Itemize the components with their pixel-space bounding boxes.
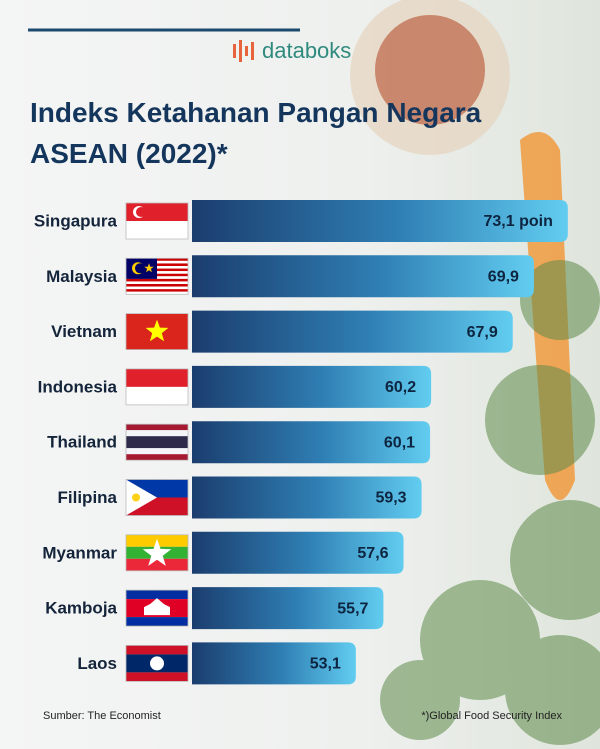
category-label: Thailand — [47, 433, 117, 452]
flag-border — [125, 368, 189, 406]
bar — [192, 421, 431, 464]
bar — [192, 531, 404, 574]
bar — [192, 642, 356, 685]
flag-border — [125, 202, 189, 240]
spice — [375, 15, 485, 125]
flag — [125, 313, 189, 351]
source: Sumber: The Economist — [43, 710, 161, 722]
flag-part — [126, 286, 188, 290]
flag-part — [132, 493, 140, 502]
category-label: Myanmar — [42, 543, 117, 562]
flag-part — [126, 424, 188, 431]
flag — [125, 534, 189, 572]
value-label: 59,3 — [375, 490, 406, 507]
category-label: Indonesia — [38, 377, 118, 396]
flag-border — [125, 479, 189, 516]
value-label: 57,6 — [357, 545, 388, 562]
category-label: Kamboja — [45, 599, 117, 618]
flag-part — [126, 454, 188, 461]
flag-part — [126, 281, 188, 285]
flag-part — [126, 289, 188, 292]
category-label: Singapura — [34, 211, 118, 230]
logo-icon — [233, 40, 254, 62]
greens — [380, 260, 600, 745]
flag-border — [125, 589, 189, 627]
flag-border — [125, 257, 189, 295]
flag-part — [126, 448, 188, 455]
flag-part — [126, 430, 188, 437]
flag-part — [126, 479, 157, 516]
bar — [192, 587, 384, 630]
flag — [125, 257, 189, 295]
flag-part — [142, 538, 172, 566]
flag-part — [126, 672, 188, 682]
value-label: 60,1 — [384, 434, 415, 451]
chart-title: Indeks Ketahanan Pangan Negara ASEAN (20… — [30, 97, 482, 169]
bar — [192, 200, 568, 242]
flag — [125, 423, 189, 461]
value-label: 55,7 — [337, 600, 368, 617]
category-label: Filipina — [58, 488, 118, 507]
flag-part — [126, 278, 188, 282]
flag-part — [126, 645, 188, 655]
flag-part — [144, 263, 154, 273]
bar — [192, 255, 534, 298]
category-label: Vietnam — [51, 322, 117, 341]
value-label: 69,9 — [488, 269, 519, 286]
flag-part — [135, 263, 145, 274]
flag-border — [125, 534, 189, 572]
flag-part — [126, 436, 188, 449]
flag-border — [125, 645, 189, 682]
flag-border — [125, 423, 189, 461]
flag-part — [150, 656, 164, 671]
flag-part — [144, 598, 170, 616]
flag-part — [126, 558, 188, 571]
category-label: Malaysia — [46, 267, 117, 286]
flag — [125, 368, 189, 406]
flag-part — [126, 221, 188, 239]
flag-part — [126, 617, 188, 627]
category-label: Laos — [77, 654, 117, 673]
flag — [125, 589, 189, 627]
bar — [192, 310, 513, 353]
note: *)Global Food Security Index — [421, 710, 562, 722]
bar — [192, 476, 422, 519]
value-label: 73,1 poin — [484, 213, 553, 230]
flag-part — [126, 291, 188, 295]
brand: databoks — [262, 38, 351, 63]
bar — [192, 365, 432, 408]
value-label: 60,2 — [385, 379, 416, 396]
flag-part — [145, 319, 169, 342]
flag-part — [136, 207, 146, 217]
value-label: 53,1 — [310, 656, 341, 673]
flag-part — [126, 284, 188, 287]
flag-border — [125, 313, 189, 351]
flag-part — [126, 386, 188, 405]
flag — [125, 479, 189, 516]
flag-part — [126, 368, 188, 387]
flag-part — [126, 590, 188, 600]
flag — [125, 645, 189, 682]
value-label: 67,9 — [467, 324, 498, 341]
flag — [125, 202, 189, 240]
